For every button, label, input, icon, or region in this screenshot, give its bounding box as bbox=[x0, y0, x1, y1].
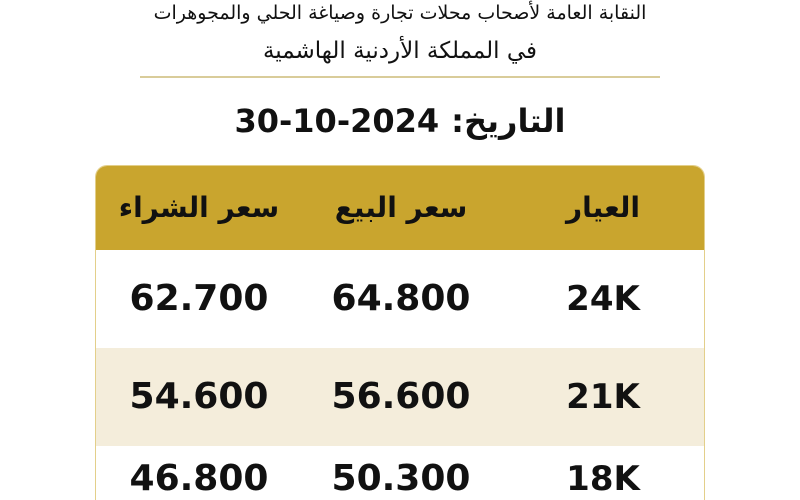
table-row: 18K 50.300 46.800 bbox=[96, 446, 704, 500]
karat-cell: 24K bbox=[566, 279, 640, 319]
date-label: التاريخ: bbox=[451, 102, 566, 140]
date-value: 30-10-2024 bbox=[234, 102, 440, 140]
column-header-buy: سعر الشراء bbox=[118, 191, 280, 224]
table-row: 21K 56.600 54.600 bbox=[96, 348, 704, 446]
buy-price-cell: 46.800 bbox=[129, 458, 269, 499]
sell-price-cell: 56.600 bbox=[331, 376, 471, 417]
column-header-karat: العيار bbox=[566, 191, 640, 224]
divider bbox=[140, 76, 660, 78]
buy-price-cell: 54.600 bbox=[129, 376, 269, 417]
karat-cell: 21K bbox=[566, 377, 640, 417]
sell-price-cell: 50.300 bbox=[331, 458, 471, 499]
karat-cell: 18K bbox=[566, 459, 640, 499]
country-name: في المملكة الأردنية الهاشمية bbox=[262, 38, 538, 64]
sell-price-cell: 64.800 bbox=[331, 278, 471, 319]
gold-price-table: العيار سعر البيع سعر الشراء 24K 64.800 6… bbox=[95, 165, 705, 500]
buy-price-cell: 62.700 bbox=[129, 278, 269, 319]
table-row: 24K 64.800 62.700 bbox=[96, 250, 704, 348]
date-line: التاريخ: 30-10-2024 bbox=[0, 102, 800, 140]
syndicate-name: النقابة العامة لأصحاب محلات تجارة وصياغة… bbox=[153, 2, 647, 24]
column-header-sell: سعر البيع bbox=[334, 191, 468, 224]
table-header: العيار سعر البيع سعر الشراء bbox=[96, 166, 704, 250]
